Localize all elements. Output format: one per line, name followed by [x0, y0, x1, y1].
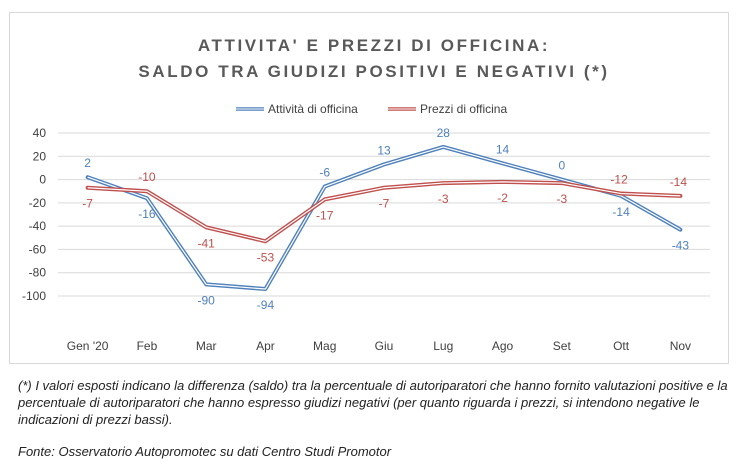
series-group	[85, 144, 683, 292]
data-label: -17	[316, 208, 334, 222]
series-line-outer	[85, 144, 683, 292]
legend: Attività di officina Prezzi di officina	[236, 102, 507, 116]
x-tick-label: Giu	[375, 339, 394, 353]
y-tick-label: 20	[33, 149, 47, 163]
data-label: -43	[672, 239, 690, 253]
chart-title-line1: ATTIVITA' E PREZZI DI OFFICINA:	[197, 36, 551, 55]
data-label: -2	[497, 191, 508, 205]
y-tick-label: -80	[29, 266, 47, 280]
y-tick-label: -100	[22, 289, 46, 303]
y-tick-label: -40	[29, 219, 47, 233]
data-label: -10	[138, 170, 156, 184]
data-label: 0	[558, 159, 565, 173]
data-label: -6	[319, 166, 330, 180]
data-label: 13	[377, 143, 391, 157]
data-label: -41	[198, 236, 216, 250]
legend-label: Prezzi di officina	[420, 102, 507, 116]
data-label: -94	[257, 298, 275, 312]
chart-title-line2: SALDO TRA GIUDIZI POSITIVI E NEGATIVI (*…	[138, 62, 610, 81]
x-tick-label: Ott	[613, 339, 630, 353]
x-tick-label: Feb	[137, 339, 158, 353]
chart-frame	[9, 12, 729, 364]
x-tick-label: Mar	[196, 339, 217, 353]
data-label: -53	[257, 250, 275, 264]
data-label: -7	[379, 197, 390, 211]
x-tick-label: Nov	[670, 339, 691, 353]
y-tick-label: 0	[39, 173, 46, 187]
x-tick-label: Set	[553, 339, 572, 353]
gridlines	[58, 132, 710, 297]
data-labels: 2 -16 -90 -94 -6 13 28 14 0 -14 -43 -7 -10 -41 -53 -17 -…	[82, 126, 689, 312]
y-tick-label: 40	[33, 126, 47, 140]
data-label: -3	[438, 192, 449, 206]
footnote: (*) I valori esposti indicano la differe…	[18, 378, 728, 427]
data-label: -3	[556, 192, 567, 206]
data-label: -7	[82, 197, 93, 211]
x-tick-label: Lug	[433, 339, 453, 353]
series-line-inner	[87, 146, 681, 290]
source-note: Fonte: Osservatorio Autopromotec su dati…	[18, 444, 392, 459]
y-tick-label: -20	[29, 196, 47, 210]
y-tick-label: -60	[29, 242, 47, 256]
data-label: 14	[496, 142, 510, 156]
data-label: -14	[612, 205, 630, 219]
data-label: -14	[670, 175, 688, 189]
y-axis: 40 20 0 -20 -40 -60 -80 -100	[22, 126, 46, 303]
data-label: -16	[138, 207, 156, 221]
data-label: -12	[610, 173, 628, 187]
x-tick-label: Mag	[313, 339, 336, 353]
x-tick-label: Apr	[256, 339, 275, 353]
data-label: 28	[437, 126, 451, 140]
x-tick-label: Ago	[492, 339, 514, 353]
series-line-inner	[87, 181, 681, 242]
x-tick-label: Gen '20	[67, 339, 109, 353]
data-label: 2	[84, 156, 91, 170]
data-label: -90	[198, 293, 216, 307]
x-axis: Gen '20 Feb Mar Apr Mag Giu Lug Ago Set Ott Nov	[67, 339, 691, 353]
legend-label: Attività di officina	[268, 102, 358, 116]
series-line-outer	[85, 179, 683, 244]
